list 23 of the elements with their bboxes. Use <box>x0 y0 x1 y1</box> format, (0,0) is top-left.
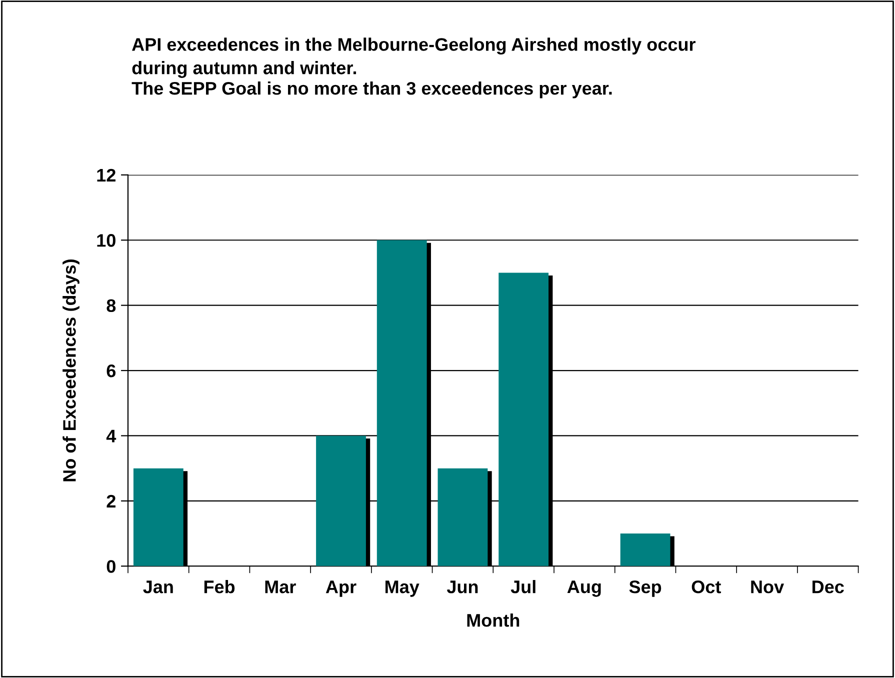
x-tick-label: Feb <box>204 580 235 594</box>
y-tick-label: 0 <box>106 560 116 573</box>
x-tick-label: Apr <box>326 580 356 597</box>
x-tick-label: May <box>386 580 420 597</box>
x-tick-label: Aug <box>567 580 601 597</box>
y-tick-label: 2 <box>106 494 116 508</box>
chart-title: API exceedences in the Melbourne-Geelong Airshed mostly occur during autumn and winter. <box>132 38 696 78</box>
x-tick-label: Jan <box>143 580 173 594</box>
y-tick-label: 10 <box>97 234 116 247</box>
x-tick-label: Jun <box>446 580 478 594</box>
y-axis-title: No of Exceedences (days) <box>62 260 80 482</box>
y-tick-label: 4 <box>106 430 116 442</box>
x-axis-title: Month <box>467 614 520 627</box>
x-tick-label: Oct <box>692 580 721 594</box>
chart-subtitle: The SEPP Goal is no more than 3 exceedences per year. <box>132 81 612 98</box>
x-tick-label: Sep <box>629 580 662 597</box>
y-tick-label: 6 <box>106 364 116 378</box>
x-tick-label: Jul <box>510 580 536 594</box>
x-tick-label: Nov <box>751 580 784 594</box>
y-tick-label: 8 <box>106 299 116 312</box>
x-tick-label: Mar <box>265 580 296 594</box>
x-tick-label: Dec <box>812 580 844 594</box>
y-tick-label: 12 <box>97 168 116 182</box>
